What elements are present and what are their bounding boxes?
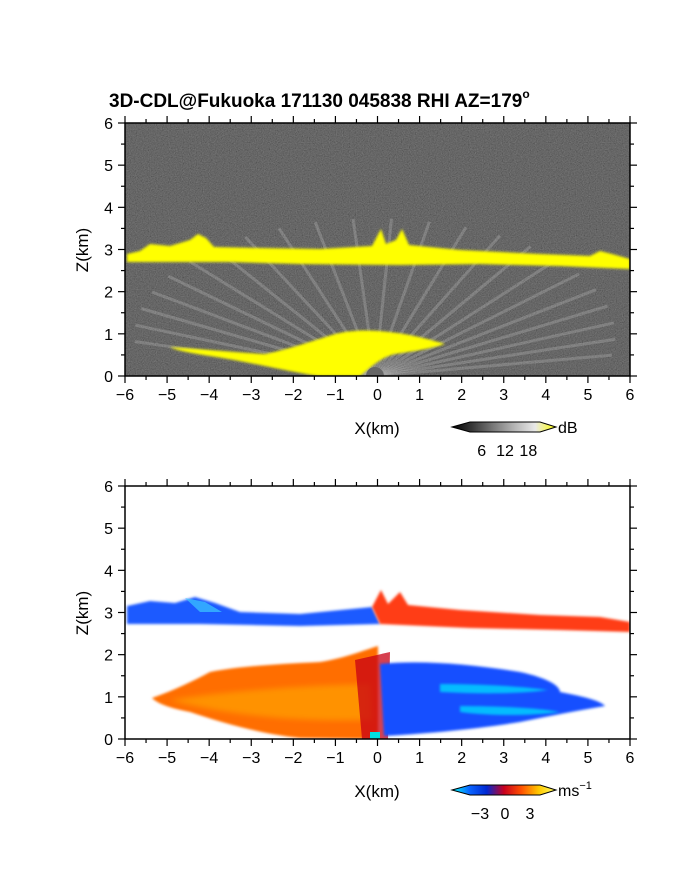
boundary-layer-fast-core: [440, 684, 560, 715]
colorbar-tick-label: 3: [526, 806, 535, 823]
x-tick-label: 3: [499, 387, 508, 404]
velocity-colorbar-unit: ms−1: [558, 780, 592, 800]
boundary-layer-approaching: [380, 662, 605, 736]
x-tick-label: 3: [499, 750, 508, 767]
aerosol-ray: [374, 272, 580, 376]
x-tick-label: −4: [200, 750, 218, 767]
y-tick-label: 3: [104, 243, 113, 260]
velocity-ticks: [118, 479, 637, 746]
cloud-layer-approaching: [127, 597, 380, 626]
colorbar-tick-label: −3: [471, 806, 489, 823]
backscatter-colorbar-ticks: 6 12 18: [477, 443, 537, 460]
colorbar-tick-label: 0: [501, 806, 510, 823]
velocity-colorbar: ms−1 −3 0 3: [450, 780, 592, 823]
aerosol-ray: [374, 304, 609, 376]
x-tick-label: 2: [457, 750, 466, 767]
x-tick-label: −6: [116, 750, 134, 767]
aerosol-ray: [374, 337, 616, 376]
x-tick-label: 0: [373, 750, 382, 767]
colorbar-tick-label: 12: [496, 443, 514, 460]
aerosol-ray: [374, 245, 532, 376]
x-tick-label: −3: [242, 750, 260, 767]
radar-site-marker: [366, 367, 384, 376]
velocity-image: [125, 486, 630, 739]
velocity-colorbar-ticks: −3 0 3: [471, 806, 535, 823]
aerosol-ray: [374, 353, 613, 376]
y-tick-label: 1: [104, 327, 113, 344]
chart-title: 3D-CDL@Fukuoka 171130 045838 RHI AZ=179o: [109, 87, 530, 112]
y-tick-label: 5: [104, 521, 113, 538]
x-tick-label: 6: [626, 750, 635, 767]
aerosol-ray: [374, 321, 615, 376]
aerosol-ray: [374, 288, 597, 376]
cloud-layer-receding: [372, 590, 630, 632]
boundary-layer-core: [170, 684, 372, 721]
y-tick-label: 6: [104, 116, 113, 133]
backscatter-y-axis-label: Z(km): [73, 228, 92, 272]
x-tick-label: −2: [284, 750, 302, 767]
velocity-x-axis-label: X(km): [354, 782, 399, 801]
x-tick-label: 5: [583, 387, 592, 404]
y-tick-label: 4: [104, 563, 113, 580]
x-tick-label: −6: [116, 387, 134, 404]
x-tick-label: 2: [457, 387, 466, 404]
velocity-y-axis-label: Z(km): [73, 591, 92, 635]
backscatter-ticks: [118, 116, 637, 383]
y-tick-label: 0: [104, 732, 113, 749]
y-tick-label: 4: [104, 200, 113, 217]
x-tick-label: 1: [415, 750, 424, 767]
x-tick-label: −2: [284, 387, 302, 404]
backscatter-colorbar-bar: [450, 421, 558, 433]
x-tick-label: 6: [626, 387, 635, 404]
x-tick-label: −4: [200, 387, 218, 404]
velocity-colorbar-bar: [450, 784, 558, 796]
ground-clutter: [370, 732, 380, 739]
backscatter-image: [125, 123, 630, 376]
x-tick-label: 4: [541, 750, 550, 767]
y-tick-label: 2: [104, 285, 113, 302]
y-tick-label: 6: [104, 479, 113, 496]
velocity-tick-labels: −6 −5 −4 −3 −2 −1 0 1 2 3 4 5 6 0 1 2 3 4 5 6: [104, 479, 634, 767]
y-tick-label: 5: [104, 158, 113, 175]
backscatter-colorbar: dB 6 12 18: [450, 420, 578, 460]
aerosol-haze: [125, 278, 630, 376]
backscatter-colorbar-unit: dB: [558, 420, 578, 437]
x-tick-label: 5: [583, 750, 592, 767]
x-tick-label: −5: [158, 750, 176, 767]
x-tick-label: −1: [326, 387, 344, 404]
colorbar-tick-label: 6: [477, 443, 486, 460]
x-tick-label: −3: [242, 387, 260, 404]
x-tick-label: −5: [158, 387, 176, 404]
x-tick-label: 4: [541, 387, 550, 404]
colorbar-tick-label: 18: [519, 443, 537, 460]
x-tick-label: 1: [415, 387, 424, 404]
cloud-layer-highlight: [185, 598, 222, 612]
backscatter-tick-labels: −6 −5 −4 −3 −2 −1 0 1 2 3 4 5 6 0 1 2 3 4 5 6: [104, 116, 634, 404]
y-tick-label: 1: [104, 690, 113, 707]
y-tick-label: 2: [104, 648, 113, 665]
velocity-panel: −6 −5 −4 −3 −2 −1 0 1 2 3 4 5 6 0 1 2 3 4 5 6 X(km) Z(km) m…: [73, 479, 637, 823]
x-tick-label: 0: [373, 387, 382, 404]
near-field-saturation: [170, 330, 445, 376]
cloud-base-layer: [127, 229, 630, 269]
y-tick-label: 3: [104, 606, 113, 623]
y-tick-label: 0: [104, 369, 113, 386]
aerosol-ray: [374, 258, 558, 376]
backscatter-x-axis-label: X(km): [354, 419, 399, 438]
x-tick-label: −1: [326, 750, 344, 767]
